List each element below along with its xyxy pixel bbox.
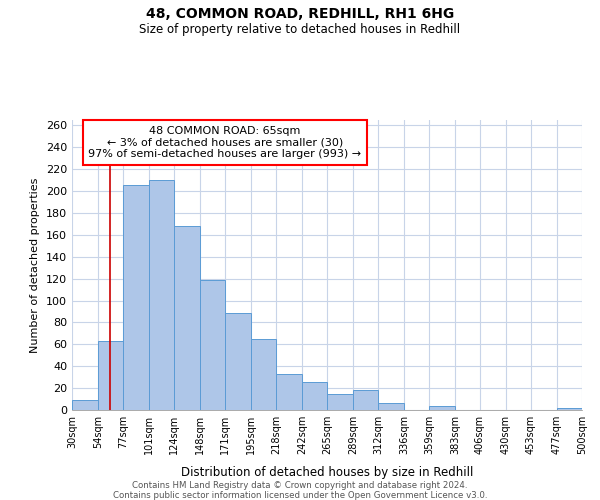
Bar <box>149 180 174 410</box>
Text: Size of property relative to detached houses in Redhill: Size of property relative to detached ho… <box>139 22 461 36</box>
Bar <box>123 184 149 410</box>
Bar <box>251 339 276 410</box>
Text: 48, COMMON ROAD, REDHILL, RH1 6HG: 48, COMMON ROAD, REDHILL, RH1 6HG <box>146 8 454 22</box>
Text: Distribution of detached houses by size in Redhill: Distribution of detached houses by size … <box>181 466 473 479</box>
Bar <box>174 226 200 410</box>
Bar <box>276 374 302 410</box>
Bar <box>378 404 404 410</box>
Text: 48 COMMON ROAD: 65sqm
← 3% of detached houses are smaller (30)
97% of semi-detac: 48 COMMON ROAD: 65sqm ← 3% of detached h… <box>88 126 362 159</box>
Bar <box>302 382 327 410</box>
Text: Contains public sector information licensed under the Open Government Licence v3: Contains public sector information licen… <box>113 492 487 500</box>
Bar <box>327 394 353 410</box>
Bar <box>353 390 378 410</box>
Y-axis label: Number of detached properties: Number of detached properties <box>31 178 40 352</box>
Bar <box>72 400 98 410</box>
Bar <box>98 341 123 410</box>
Text: Contains HM Land Registry data © Crown copyright and database right 2024.: Contains HM Land Registry data © Crown c… <box>132 482 468 490</box>
Bar <box>225 312 251 410</box>
Bar <box>200 280 225 410</box>
Bar <box>557 408 582 410</box>
Bar <box>429 406 455 410</box>
